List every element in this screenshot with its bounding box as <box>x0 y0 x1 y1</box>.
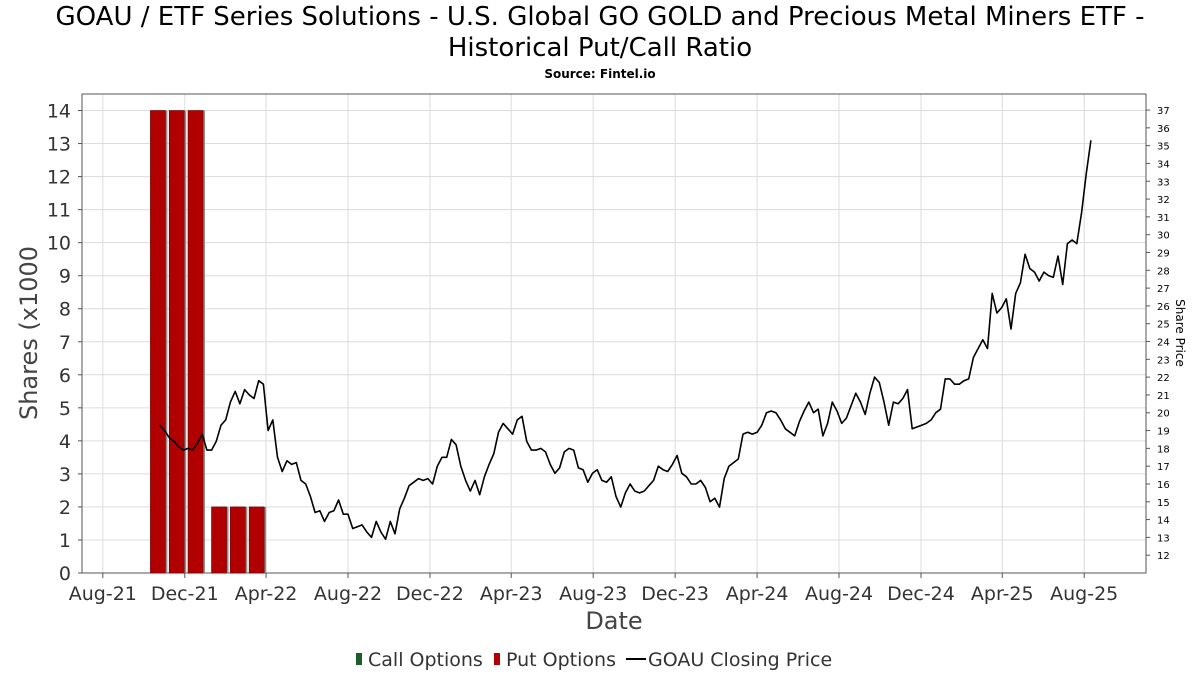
put-bar[interactable] <box>230 506 246 574</box>
y-right-tick-label: 15 <box>1157 498 1170 509</box>
y-right-tick-label: 23 <box>1157 355 1170 366</box>
y-tick-label: 4 <box>59 431 71 453</box>
y-right-tick-label: 25 <box>1157 320 1170 331</box>
x-tick-label: Aug-24 <box>805 583 873 605</box>
y-tick-label: 14 <box>47 101 71 123</box>
put-bar[interactable] <box>150 110 166 574</box>
y-right-tick-label: 13 <box>1157 533 1170 544</box>
x-tick-label: Dec-21 <box>151 583 219 605</box>
chart-subtitle: Source: Fintel.io <box>544 67 656 81</box>
y-axis-title: Shares (x1000 <box>15 246 43 420</box>
y-right-tick-label: 27 <box>1157 284 1170 295</box>
y-right-tick-label: 24 <box>1157 338 1170 349</box>
legend-item-closing-price[interactable]: GOAU Closing Price <box>626 649 832 671</box>
y-right-tick-label: 14 <box>1157 516 1170 527</box>
x-axis-title: Date <box>585 607 642 635</box>
y-right-tick-label: 21 <box>1157 391 1170 402</box>
y-tick-label: 13 <box>47 134 71 156</box>
put-bar[interactable] <box>211 506 227 574</box>
chart-title: GOAU / ETF Series Solutions - U.S. Globa… <box>0 2 1200 64</box>
x-tick-label: Dec-24 <box>887 583 955 605</box>
y-tick-label: 9 <box>59 266 71 288</box>
y-right-tick-label: 33 <box>1157 177 1170 188</box>
put-bar[interactable] <box>187 110 204 574</box>
y-right-tick-label: 17 <box>1157 462 1170 473</box>
y-right-tick-label: 12 <box>1157 551 1170 562</box>
y-tick-label: 12 <box>47 167 71 189</box>
y-tick-label: 2 <box>59 497 71 519</box>
x-tick-label: Aug-21 <box>69 583 137 605</box>
grid-lines <box>82 94 1146 574</box>
y-right-tick-label: 34 <box>1157 159 1170 170</box>
x-tick-label: Aug-23 <box>559 583 627 605</box>
y-right-tick-label: 19 <box>1157 427 1170 438</box>
y-right-tick-label: 29 <box>1157 248 1170 259</box>
y-right-tick-label: 16 <box>1157 480 1170 491</box>
y-right-tick-label: 30 <box>1157 231 1170 242</box>
y-tick-label: 10 <box>47 233 71 255</box>
legend-item-put-options[interactable]: Put Options <box>494 649 616 671</box>
y-axis-right-title: Share Price <box>1173 299 1187 367</box>
y-tick-label: 8 <box>59 299 71 321</box>
y-right-tick-label: 31 <box>1157 213 1170 224</box>
closing-price-series <box>159 140 1092 540</box>
put-bar[interactable] <box>168 110 185 574</box>
y-tick-label: 7 <box>59 332 71 354</box>
y-right-tick-label: 22 <box>1157 373 1170 384</box>
axis-ticks: 0123456789101112131412131415161718192021… <box>47 101 1170 605</box>
legend: Call Options Put Options GOAU Closing Pr… <box>356 649 832 671</box>
legend-swatch-call-options <box>356 653 362 665</box>
x-tick-label: Apr-23 <box>480 583 543 605</box>
y-tick-label: 1 <box>59 530 71 552</box>
y-tick-label: 0 <box>59 563 71 585</box>
legend-label-closing-price: GOAU Closing Price <box>648 649 832 671</box>
put-bar[interactable] <box>248 506 265 574</box>
y-right-tick-label: 35 <box>1157 142 1170 153</box>
legend-label-put-options: Put Options <box>506 649 616 671</box>
x-tick-label: Apr-25 <box>971 583 1034 605</box>
plot-area-frame <box>81 93 1147 574</box>
y-right-tick-label: 26 <box>1157 302 1170 313</box>
y-right-tick-label: 18 <box>1157 444 1170 455</box>
y-right-tick-label: 36 <box>1157 124 1170 135</box>
x-tick-label: Aug-25 <box>1050 583 1118 605</box>
y-right-tick-label: 28 <box>1157 266 1170 277</box>
legend-swatch-put-options <box>494 653 500 665</box>
y-tick-label: 3 <box>59 464 71 486</box>
chart-title-line-1: GOAU / ETF Series Solutions - U.S. Globa… <box>55 2 1145 32</box>
x-tick-label: Aug-22 <box>314 583 382 605</box>
y-tick-label: 11 <box>47 200 71 222</box>
y-tick-label: 6 <box>59 365 71 387</box>
x-tick-label: Dec-22 <box>396 583 464 605</box>
put-option-bars <box>150 110 267 574</box>
legend-label-call-options: Call Options <box>368 649 483 671</box>
x-tick-label: Apr-24 <box>726 583 789 605</box>
x-tick-label: Dec-23 <box>641 583 709 605</box>
legend-item-call-options[interactable]: Call Options <box>356 649 483 671</box>
y-tick-label: 5 <box>59 398 71 420</box>
chart-title-line-2: Historical Put/Call Ratio <box>447 33 753 63</box>
closing-price-line[interactable] <box>159 140 1092 540</box>
y-right-tick-label: 32 <box>1157 195 1170 206</box>
y-right-tick-label: 20 <box>1157 409 1170 420</box>
x-tick-label: Apr-22 <box>235 583 298 605</box>
y-right-tick-label: 37 <box>1157 106 1170 117</box>
